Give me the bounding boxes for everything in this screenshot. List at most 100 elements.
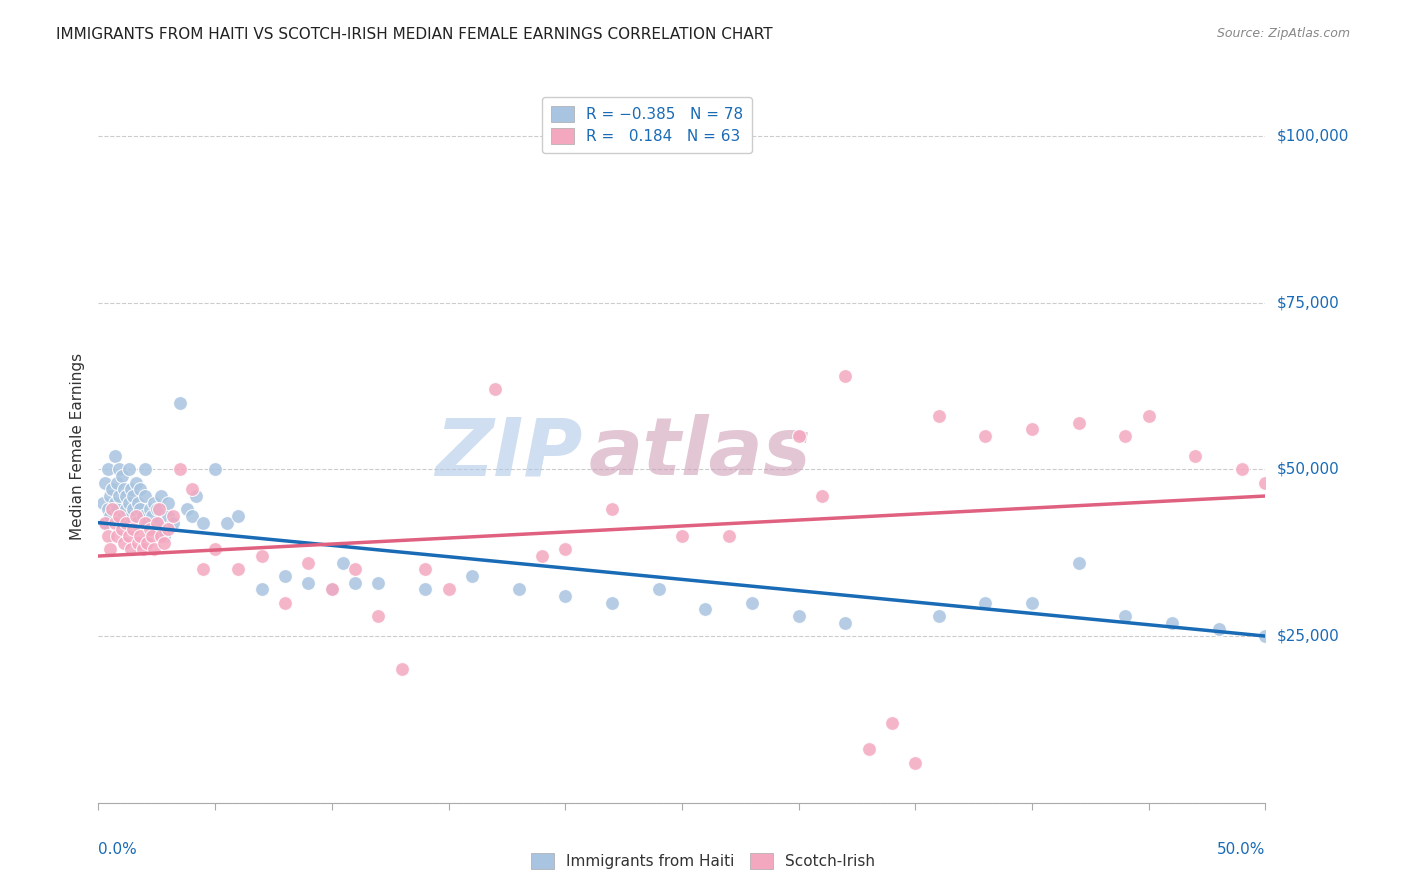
Point bbox=[600, 502, 623, 516]
Text: 0.0%: 0.0% bbox=[98, 842, 138, 857]
Point bbox=[321, 582, 343, 597]
Point bbox=[118, 496, 141, 510]
Point bbox=[122, 489, 145, 503]
Point bbox=[787, 429, 810, 443]
Point bbox=[274, 596, 297, 610]
Point bbox=[250, 549, 273, 563]
Point bbox=[127, 496, 149, 510]
Y-axis label: Median Female Earnings: Median Female Earnings bbox=[69, 352, 84, 540]
Point bbox=[186, 489, 208, 503]
Point bbox=[484, 382, 506, 396]
Legend: Immigrants from Haiti, Scotch-Irish: Immigrants from Haiti, Scotch-Irish bbox=[524, 847, 882, 875]
Point bbox=[118, 462, 141, 476]
Point bbox=[94, 516, 117, 530]
Point bbox=[152, 535, 174, 549]
Point bbox=[332, 556, 354, 570]
Point bbox=[97, 462, 120, 476]
Point bbox=[146, 502, 169, 516]
Point bbox=[367, 609, 389, 624]
Point bbox=[112, 483, 135, 497]
Point bbox=[120, 483, 142, 497]
Point bbox=[98, 509, 121, 524]
Point bbox=[94, 475, 117, 490]
Point bbox=[104, 449, 127, 463]
Point bbox=[215, 516, 238, 530]
Point bbox=[134, 489, 156, 503]
Point bbox=[104, 496, 127, 510]
Point bbox=[120, 542, 142, 557]
Point bbox=[1114, 429, 1136, 443]
Point bbox=[1208, 623, 1230, 637]
Point bbox=[1067, 556, 1090, 570]
Point bbox=[600, 596, 623, 610]
Point bbox=[129, 502, 152, 516]
Point bbox=[115, 489, 138, 503]
Point bbox=[169, 462, 191, 476]
Point bbox=[787, 609, 810, 624]
Point bbox=[98, 542, 121, 557]
Point bbox=[554, 542, 576, 557]
Point bbox=[157, 496, 180, 510]
Point bbox=[695, 602, 717, 616]
Point bbox=[91, 496, 114, 510]
Point bbox=[461, 569, 484, 583]
Point bbox=[413, 582, 436, 597]
Point bbox=[94, 516, 117, 530]
Point bbox=[717, 529, 740, 543]
Text: $75,000: $75,000 bbox=[1277, 295, 1340, 310]
Point bbox=[139, 502, 162, 516]
Point bbox=[129, 529, 152, 543]
Point bbox=[143, 496, 166, 510]
Point bbox=[367, 575, 389, 590]
Point bbox=[928, 609, 950, 624]
Point bbox=[928, 409, 950, 423]
Point bbox=[134, 516, 156, 530]
Point bbox=[1067, 416, 1090, 430]
Point bbox=[741, 596, 763, 610]
Point bbox=[125, 516, 148, 530]
Point bbox=[1114, 609, 1136, 624]
Point bbox=[134, 462, 156, 476]
Point bbox=[127, 535, 149, 549]
Point bbox=[136, 535, 159, 549]
Point bbox=[169, 395, 191, 409]
Point bbox=[101, 483, 124, 497]
Point bbox=[204, 462, 226, 476]
Point bbox=[125, 509, 148, 524]
Point bbox=[120, 509, 142, 524]
Text: $50,000: $50,000 bbox=[1277, 462, 1340, 477]
Point bbox=[1230, 462, 1253, 476]
Point bbox=[297, 556, 319, 570]
Point bbox=[98, 489, 121, 503]
Point bbox=[146, 516, 169, 530]
Point bbox=[974, 429, 997, 443]
Point bbox=[108, 509, 131, 524]
Point bbox=[148, 516, 170, 530]
Point bbox=[1254, 475, 1277, 490]
Point bbox=[150, 529, 173, 543]
Point bbox=[1021, 596, 1043, 610]
Point bbox=[811, 489, 834, 503]
Point bbox=[143, 542, 166, 557]
Point bbox=[880, 715, 903, 730]
Point bbox=[1021, 422, 1043, 436]
Text: 50.0%: 50.0% bbox=[1218, 842, 1265, 857]
Point bbox=[162, 509, 184, 524]
Point bbox=[904, 756, 927, 770]
Point bbox=[321, 582, 343, 597]
Point bbox=[105, 475, 128, 490]
Point bbox=[118, 529, 141, 543]
Point bbox=[834, 368, 856, 383]
Point bbox=[115, 516, 138, 530]
Text: ZIP: ZIP bbox=[436, 414, 582, 492]
Point bbox=[180, 509, 202, 524]
Point bbox=[108, 489, 131, 503]
Point bbox=[111, 522, 134, 536]
Point bbox=[136, 516, 159, 530]
Point bbox=[141, 529, 163, 543]
Point bbox=[974, 596, 997, 610]
Point bbox=[176, 502, 198, 516]
Point bbox=[125, 475, 148, 490]
Point bbox=[150, 489, 173, 503]
Point bbox=[250, 582, 273, 597]
